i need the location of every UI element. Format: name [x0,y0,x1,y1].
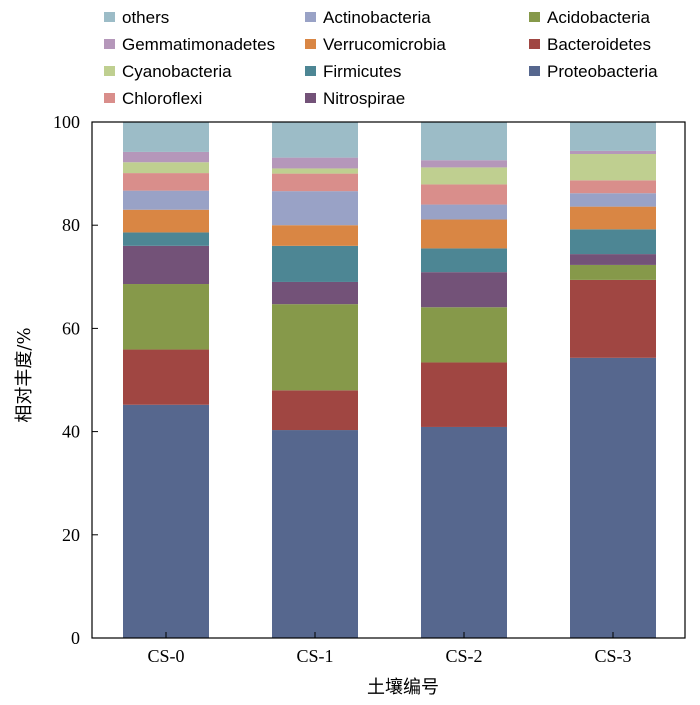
legend-item-verrucomicrobia: Verrucomicrobia [305,35,446,54]
bar-stack-CS-1 [272,122,358,638]
y-axis-title: 相对丰度/% [14,327,35,422]
legend-swatch [104,93,115,103]
bar-segment-others-cs-2 [421,122,507,161]
bar-segment-nitrospirae-cs-1 [272,281,358,305]
legend-swatch [305,12,316,22]
legend-label: Proteobacteria [547,62,658,81]
bar-segment-actinobacteria-cs-0 [123,190,209,210]
bar-segment-gemmatimonadetes-cs-1 [272,157,358,169]
bar-segment-firmicutes-cs-1 [272,245,358,282]
bar-segment-proteobacteria-cs-1 [272,430,358,638]
bar-segment-chloroflexi-cs-3 [570,180,656,194]
bar-segment-bacteroidetes-cs-0 [123,349,209,405]
bar-segment-acidobacteria-cs-0 [123,284,209,350]
legend-item-acidobacteria: Acidobacteria [529,8,651,27]
x-tick-label-cs-0: CS-0 [147,646,184,666]
plot-frame [91,121,686,639]
bar-stack-CS-2 [421,122,507,638]
bar-segment-nitrospirae-cs-2 [421,272,507,308]
x-axis-title: 土壤编号 [367,677,439,698]
bar-segment-verrucomicrobia-cs-1 [272,225,358,246]
legend-label: Actinobacteria [323,8,431,27]
axes: 0 20 40 60 80 100 CS-0 CS-1 CS-2 CS-3 [53,112,686,666]
bar-segment-cyanobacteria-cs-2 [421,167,507,185]
bar-segment-acidobacteria-cs-3 [570,264,656,280]
bar-segment-cyanobacteria-cs-0 [123,162,209,174]
legend-item-nitrospirae: Nitrospirae [305,89,405,108]
bar-segment-chloroflexi-cs-0 [123,173,209,191]
y-tick-label: 100 [53,112,80,132]
bar-segment-bacteroidetes-cs-3 [570,279,656,358]
bar-segment-others-cs-3 [570,122,656,151]
bar-segment-nitrospirae-cs-0 [123,245,209,285]
bar-stack-CS-3 [570,122,656,638]
legend-swatch [305,39,316,49]
bars [123,122,656,638]
bar-segment-nitrospirae-cs-3 [570,254,656,265]
bar-segment-proteobacteria-cs-3 [570,357,656,638]
x-tick-label-cs-2: CS-2 [445,646,482,666]
bar-segment-firmicutes-cs-2 [421,248,507,273]
y-tick-label: 80 [62,215,80,235]
legend-swatch [104,39,115,49]
legend-swatch [529,39,540,49]
bar-segment-actinobacteria-cs-1 [272,191,358,226]
legend-swatch [529,66,540,76]
bar-segment-bacteroidetes-cs-2 [421,362,507,427]
legend-item-actinobacteria: Actinobacteria [305,8,431,27]
legend-label: Chloroflexi [122,89,202,108]
bar-segment-others-cs-1 [272,122,358,158]
bar-segment-gemmatimonadetes-cs-3 [570,150,656,154]
legend-label: others [122,8,169,27]
bar-segment-actinobacteria-cs-3 [570,193,656,207]
legend-swatch [529,12,540,22]
y-tick-label: 0 [71,628,80,648]
legend-label: Cyanobacteria [122,62,232,81]
bar-stack-CS-0 [123,122,209,638]
bar-segment-actinobacteria-cs-2 [421,204,507,220]
bar-segment-chloroflexi-cs-1 [272,173,358,192]
bar-segment-acidobacteria-cs-1 [272,304,358,391]
legend-swatch [104,12,115,22]
bar-segment-cyanobacteria-cs-3 [570,153,656,181]
legend-swatch [104,66,115,76]
bar-segment-proteobacteria-cs-2 [421,426,507,638]
bar-segment-gemmatimonadetes-cs-0 [123,151,209,163]
x-tick-label-cs-1: CS-1 [296,646,333,666]
bar-segment-verrucomicrobia-cs-3 [570,206,656,230]
bar-segment-acidobacteria-cs-2 [421,307,507,363]
legend-label: Gemmatimonadetes [122,35,275,54]
bar-segment-firmicutes-cs-0 [123,232,209,246]
x-tick-label-cs-3: CS-3 [594,646,631,666]
legend-item-bacteroidetes: Bacteroidetes [529,35,651,54]
legend-item-chloroflexi: Chloroflexi [104,89,202,108]
legend-item-firmicutes: Firmicutes [305,62,401,81]
bar-segment-chloroflexi-cs-2 [421,184,507,205]
legend-label: Acidobacteria [547,8,651,27]
bar-segment-verrucomicrobia-cs-0 [123,209,209,233]
y-tick-label: 20 [62,525,80,545]
bar-segment-others-cs-0 [123,122,209,152]
legend-label: Bacteroidetes [547,35,651,54]
legend: others Actinobacteria Acidobacteria Gemmati… [104,8,658,108]
bar-segment-cyanobacteria-cs-1 [272,168,358,174]
legend-swatch [305,66,316,76]
legend-item-gemmatimonadetes: Gemmatimonadetes [104,35,275,54]
legend-item-proteobacteria: Proteobacteria [529,62,658,81]
legend-item-others: others [104,8,169,27]
legend-label: Verrucomicrobia [323,35,446,54]
legend-swatch [305,93,316,103]
bar-segment-verrucomicrobia-cs-2 [421,219,507,249]
legend-label: Nitrospirae [323,89,405,108]
bar-segment-bacteroidetes-cs-1 [272,390,358,431]
y-tick-label: 60 [62,318,80,338]
bar-segment-gemmatimonadetes-cs-2 [421,160,507,168]
bar-segment-firmicutes-cs-3 [570,229,656,255]
y-tick-label: 40 [62,422,80,442]
legend-item-cyanobacteria: Cyanobacteria [104,62,232,81]
legend-label: Firmicutes [323,62,401,81]
bar-segment-proteobacteria-cs-0 [123,404,209,638]
